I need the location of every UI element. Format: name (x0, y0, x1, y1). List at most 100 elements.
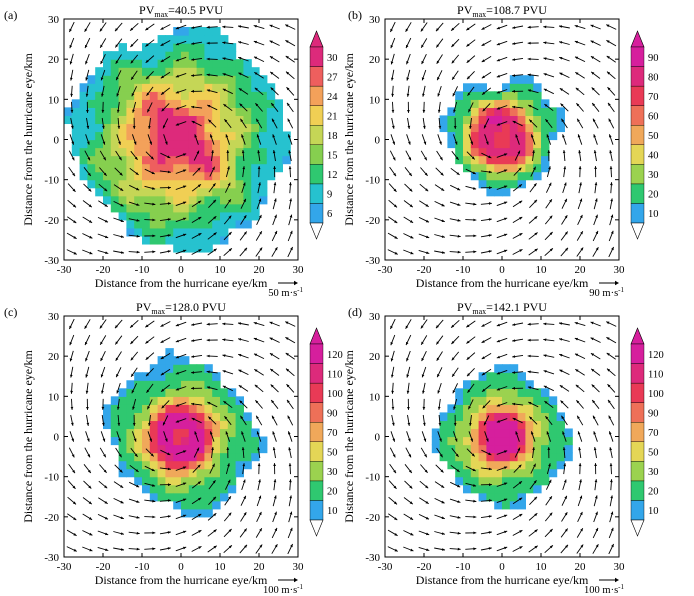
wind-vector-head (152, 218, 156, 222)
pv-cell (282, 147, 291, 157)
pv-cell (509, 372, 519, 381)
pv-cell (142, 227, 151, 237)
x-tick-label: 10 (215, 264, 227, 276)
wind-vector-head (222, 370, 226, 373)
pv-cell (188, 35, 198, 44)
pv-cell (134, 468, 143, 478)
colorbar-bottom-arrow (630, 519, 645, 537)
wind-vector-head (269, 56, 274, 59)
pv-cell (157, 139, 166, 149)
wind-vector-head (118, 141, 121, 145)
pv-cell (548, 131, 558, 141)
pv-cell (494, 163, 503, 173)
colorbar-tick-label: 90 (327, 408, 338, 419)
wind-vector-head (175, 371, 179, 375)
pv-cell (165, 348, 174, 357)
wind-vector-head (290, 544, 293, 548)
pv-cell (110, 396, 120, 405)
pv-cell (165, 163, 174, 173)
wind-vector-head (243, 198, 246, 202)
pv-cell (486, 380, 495, 389)
wind-vector-head (288, 134, 291, 138)
wind-vector-head (527, 338, 531, 342)
title-prefix: PV (457, 3, 473, 17)
colorbar-tick-label: 70 (327, 428, 338, 439)
wind-vector-head (191, 121, 195, 124)
pv-cell (134, 179, 143, 189)
pv-cell (548, 412, 558, 422)
pv-cell (251, 131, 260, 141)
pv-cell (212, 187, 221, 197)
wind-vector-head (575, 369, 579, 372)
pv-cell (157, 428, 166, 438)
wind-vector-head (87, 454, 90, 458)
pv-cell (494, 115, 503, 125)
pv-cell (165, 412, 174, 422)
colorbar-segment (630, 422, 645, 442)
wind-vector-head (116, 406, 120, 410)
title-subscript: max (472, 10, 486, 19)
pv-cell (71, 115, 81, 125)
pv-cell (204, 43, 213, 52)
wind-vector-head (440, 469, 444, 473)
pv-cell (173, 163, 182, 173)
wind-vector-head (393, 501, 397, 505)
wind-vector-head (564, 198, 567, 202)
pv-cell (87, 75, 96, 84)
pv-cell (110, 404, 120, 413)
pv-cell (173, 147, 182, 157)
pv-cell (564, 436, 573, 446)
wind-vector-head (564, 528, 568, 532)
wind-vector-head (564, 231, 568, 235)
pv-cell (196, 123, 205, 133)
pv-cell (220, 123, 229, 133)
pv-cell (541, 452, 550, 462)
pv-cell (486, 484, 495, 494)
wind-vector-head (175, 339, 179, 343)
pv-cell (533, 163, 542, 173)
pv-cell (188, 508, 198, 518)
wind-vector-head (438, 422, 442, 426)
pv-cell (188, 51, 198, 60)
pv-cell (118, 396, 127, 405)
pv-cell (181, 219, 190, 229)
pv-cell (118, 99, 127, 108)
wind-vector-head (254, 56, 258, 60)
pv-cell (274, 99, 283, 108)
reference-vector-label: 50 m·s-1 (268, 286, 303, 299)
wind-vector-head (409, 188, 413, 192)
wind-vector-head (130, 44, 134, 47)
wind-vector-head (72, 470, 75, 474)
colorbar-tick-label: 90 (648, 53, 659, 64)
pv-cell (517, 171, 526, 181)
pv-cell (142, 91, 151, 100)
pv-cell (188, 107, 198, 116)
wind-vector-head (408, 172, 412, 176)
wind-vector-head (517, 150, 520, 154)
wind-vector-head (436, 44, 440, 48)
wind-vector-head (136, 187, 140, 191)
pv-cell (447, 452, 456, 462)
pv-cell (212, 468, 221, 478)
pv-cell (274, 107, 283, 116)
pv-cell (494, 99, 503, 108)
wind-vector-head (452, 76, 455, 80)
pv-cell (251, 67, 260, 76)
pv-cell (243, 123, 252, 133)
x-tick-label: 0 (499, 264, 505, 276)
pv-cell (157, 219, 166, 229)
pv-cell (235, 428, 244, 438)
wind-vector-head (273, 182, 277, 186)
wind-vector-head (197, 184, 201, 188)
reference-value: 90 (589, 288, 600, 299)
y-tick-label: 10 (48, 391, 60, 403)
pv-cell (110, 59, 120, 68)
pv-cell (181, 59, 190, 68)
wind-vector-head (120, 548, 124, 551)
pv-cell (118, 404, 127, 413)
pv-cell (274, 123, 283, 133)
pv-cell (455, 115, 464, 125)
pv-cell (165, 139, 174, 149)
wind-vector-head (394, 236, 398, 239)
wind-vector-head (390, 28, 393, 32)
